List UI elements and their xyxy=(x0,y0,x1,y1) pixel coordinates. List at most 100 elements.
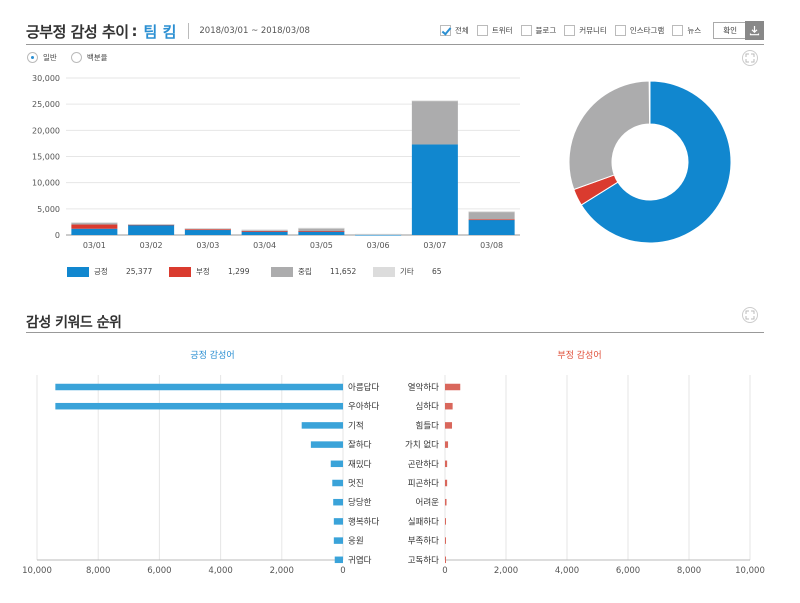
filter-all[interactable]: 전체 xyxy=(440,25,469,36)
bar-segment xyxy=(241,231,288,232)
bar-segment xyxy=(71,228,118,235)
header-rule xyxy=(26,44,764,45)
x-tick-label: 03/03 xyxy=(196,241,219,250)
negative-keyword-bar xyxy=(445,383,461,391)
expand-keyword-button[interactable] xyxy=(742,307,758,323)
positive-keyword-bar xyxy=(55,402,344,410)
donut-slice xyxy=(580,80,732,244)
bar-segment xyxy=(241,229,288,231)
bar-segment xyxy=(184,229,231,231)
checkbox-news[interactable] xyxy=(672,25,684,36)
x-tick-label: 03/04 xyxy=(253,241,276,250)
header-divider xyxy=(188,23,190,39)
negative-keyword-bar xyxy=(445,556,446,564)
sentiment-donut-chart xyxy=(568,80,732,244)
keyword-section-rule xyxy=(26,332,764,333)
legend-value-positive: 25,377 xyxy=(126,267,153,276)
bar-segment xyxy=(128,224,175,226)
bar-segment xyxy=(71,224,118,229)
negative-keyword-bar xyxy=(445,441,449,448)
x-tick-label: 6,000 xyxy=(616,566,640,576)
bar-segment xyxy=(128,225,175,235)
positive-keyword-bar xyxy=(334,556,343,564)
positive-keyword-bar xyxy=(301,422,343,429)
negative-keyword-label: 가치 없다 xyxy=(405,441,439,451)
filter-blog-label: 블로그 xyxy=(535,26,557,35)
x-tick-label: 03/01 xyxy=(83,241,106,250)
negative-keyword-label: 힘들다 xyxy=(416,420,440,431)
x-tick-label: 4,000 xyxy=(555,566,579,576)
download-icon xyxy=(749,26,760,36)
chart-legend: 긍정 25,377 부정 1,299 중립 11,652 기타 65 xyxy=(67,266,475,277)
positive-keyword-bar xyxy=(333,518,343,525)
legend-item-other: 기타 65 xyxy=(373,266,475,277)
negative-keyword-label: 고독하다 xyxy=(408,555,439,566)
date-range: 2018/03/01 ~ 2018/03/08 xyxy=(199,26,310,36)
x-tick-label: 8,000 xyxy=(677,566,701,576)
negative-keyword-bar xyxy=(445,518,446,525)
x-tick-label: 03/06 xyxy=(367,241,390,250)
legend-name-other: 기타 xyxy=(400,267,414,276)
checkbox-all[interactable] xyxy=(440,25,451,36)
positive-keyword-bar xyxy=(333,537,343,544)
sentiment-trend-chart: 0 5,000 10,000 15,000 20,000 25,000 30,000 03/0… xyxy=(32,74,520,250)
filter-instagram[interactable]: 인스타그램 xyxy=(614,25,664,36)
bar-segment xyxy=(468,219,515,221)
page-title: 긍부정 감성 추이 xyxy=(26,22,129,41)
radio-percent[interactable]: 백분율 xyxy=(70,52,108,63)
view-mode-radios: 일반 백분율 xyxy=(27,52,122,63)
confirm-button[interactable]: 확인 xyxy=(713,22,748,39)
negative-keyword-bar xyxy=(445,460,448,468)
negative-keywords-title: 부정 감성어 xyxy=(557,351,602,361)
keyword-section-title: 감성 키워드 순위 xyxy=(26,315,122,331)
legend-name-positive: 긍정 xyxy=(94,267,108,276)
bar-segment xyxy=(468,211,515,213)
negative-keyword-label: 심하다 xyxy=(416,401,440,412)
y-tick-label: 30,000 xyxy=(32,74,60,83)
x-tick-label: 2,000 xyxy=(494,566,518,576)
x-tick-label: 6,000 xyxy=(147,566,171,576)
negative-keyword-label: 부족하다 xyxy=(408,536,439,547)
legend-swatch-positive xyxy=(67,266,89,277)
radio-normal-dot[interactable] xyxy=(27,52,38,63)
donut-slice xyxy=(568,80,651,191)
x-tick-label: 03/07 xyxy=(423,241,446,250)
bar-segment xyxy=(71,222,118,224)
expand-icon xyxy=(745,310,755,320)
x-tick-label: 10,000 xyxy=(735,566,765,576)
positive-keyword-label: 멋진 xyxy=(348,478,364,489)
positive-keyword-bar xyxy=(330,460,343,468)
filter-news-label: 뉴스 xyxy=(687,26,702,35)
bar-segment xyxy=(355,233,402,235)
positive-keyword-label: 기적 xyxy=(348,420,364,431)
positive-keyword-label: 재밌다 xyxy=(348,459,372,470)
filter-twitter[interactable]: 트위터 xyxy=(476,25,513,36)
positive-keyword-bar xyxy=(333,498,343,506)
download-button[interactable] xyxy=(745,21,764,40)
negative-keyword-label: 피곤하다 xyxy=(408,478,439,489)
checkbox-blog[interactable] xyxy=(520,25,532,36)
positive-keyword-label: 당당한 xyxy=(348,497,372,508)
bar-segment xyxy=(468,219,515,235)
filter-blog[interactable]: 블로그 xyxy=(520,25,557,36)
checkbox-instagram[interactable] xyxy=(614,25,626,36)
bar-segment xyxy=(355,234,402,236)
positive-keyword-bar xyxy=(55,383,344,391)
checkbox-community[interactable] xyxy=(564,25,576,36)
x-tick-label: 0 xyxy=(340,566,345,576)
radio-normal[interactable]: 일반 xyxy=(27,52,57,63)
checkbox-twitter[interactable] xyxy=(476,25,488,36)
negative-keyword-bar xyxy=(445,498,447,506)
brand-name: 팀 킴 xyxy=(143,22,177,41)
y-tick-label: 15,000 xyxy=(32,153,60,162)
x-tick-label: 03/08 xyxy=(480,241,503,250)
radio-percent-dot[interactable] xyxy=(70,52,82,63)
positive-keywords-title: 긍정 감성어 xyxy=(190,351,235,361)
y-tick-label: 10,000 xyxy=(32,179,60,188)
filter-news[interactable]: 뉴스 xyxy=(672,25,701,36)
expand-trend-button[interactable] xyxy=(742,50,758,66)
legend-value-negative: 1,299 xyxy=(228,267,250,276)
negative-keyword-label: 곤란하다 xyxy=(408,459,439,470)
filter-community[interactable]: 커뮤니티 xyxy=(564,25,607,36)
legend-name-negative: 부정 xyxy=(196,267,210,276)
